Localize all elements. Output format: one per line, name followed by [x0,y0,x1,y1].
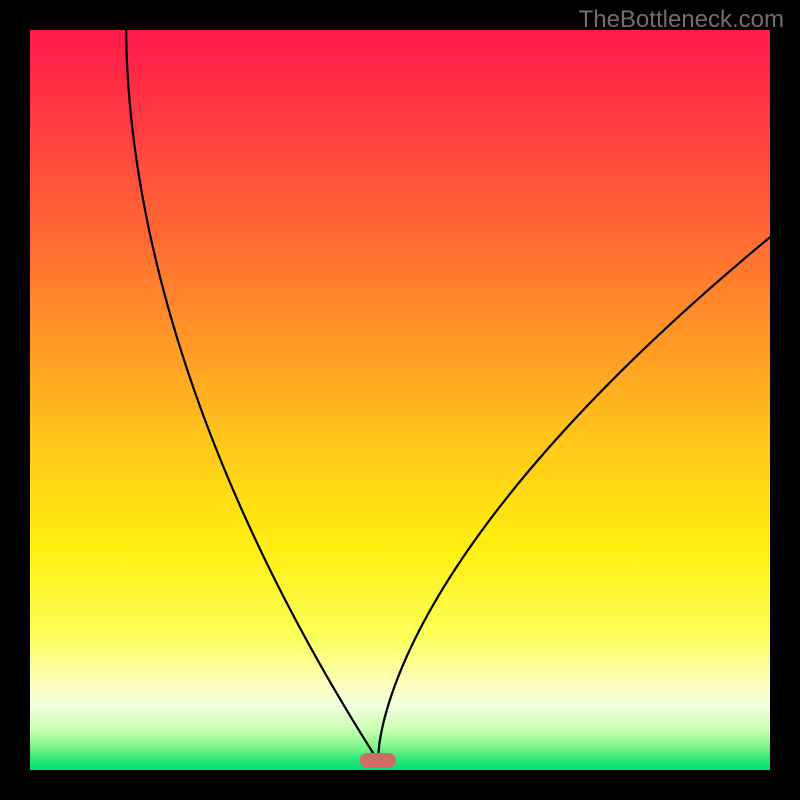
plot-area [30,30,770,770]
gradient-background [30,30,770,770]
plot-svg [30,30,770,770]
min-marker [360,753,396,768]
